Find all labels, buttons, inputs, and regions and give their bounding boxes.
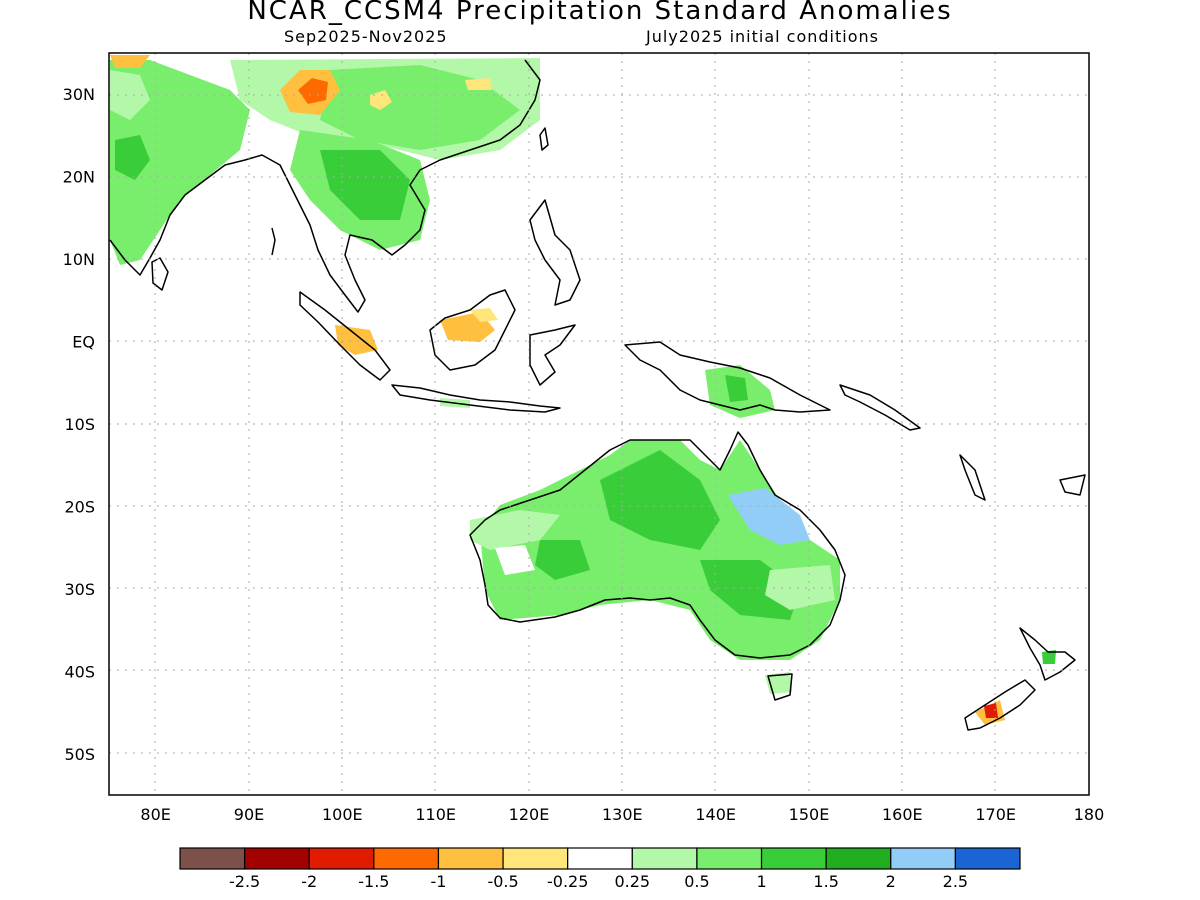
map-title: NCAR_CCSM4 Precipitation Standard Anomal…	[247, 0, 953, 26]
colorbar-swatch	[244, 847, 310, 870]
anomaly-australia-strong3	[535, 540, 590, 580]
lat-label: EQ	[72, 333, 95, 352]
coast-sulawesi	[529, 324, 576, 386]
colorbar-swatch	[179, 847, 246, 870]
lat-label: 20S	[64, 497, 95, 516]
lon-label: 100E	[322, 805, 363, 824]
coast-vanuatu-fiji	[959, 454, 1086, 501]
lat-label: 30S	[64, 580, 95, 599]
colorbar	[179, 847, 1021, 870]
lon-label: 120E	[509, 805, 550, 824]
anomaly-india-strong	[115, 135, 150, 180]
colorbar-swatch	[631, 847, 698, 870]
anomaly-tibet-dry-strong	[298, 78, 328, 104]
lat-label: 50S	[64, 745, 95, 764]
lat-label: 10N	[63, 250, 95, 269]
anomaly-spot2	[465, 78, 492, 90]
colorbar-labels: -2.5 -2 -1.5 -1 -0.5 -0.25 0.25 0.5 1 1.5 2 2.5	[229, 872, 968, 891]
anomaly-india	[110, 60, 250, 265]
anomaly-borneo-light	[470, 308, 498, 322]
lon-label: 160E	[882, 805, 923, 824]
coast-philippines	[529, 199, 581, 306]
colorbar-swatch	[308, 847, 375, 870]
gridlines	[109, 53, 1089, 795]
anomaly-australia-light	[470, 510, 560, 550]
anomaly-nz-south-red	[984, 703, 998, 718]
anomaly-australia-strong	[600, 450, 720, 550]
lat-label: 40S	[64, 662, 95, 681]
lon-label: 170E	[975, 805, 1016, 824]
coast-taiwan	[539, 127, 549, 151]
colorbar-label: 0.25	[614, 872, 650, 891]
anomaly-australia-white	[495, 545, 535, 575]
coast-sumatra	[299, 291, 391, 381]
colorbar-swatch	[825, 847, 892, 870]
anomaly-nz-north	[1042, 650, 1056, 664]
initial-conditions: July2025 initial conditions	[646, 27, 879, 46]
colorbar-label: -1.5	[358, 872, 389, 891]
lon-label: 140E	[695, 805, 736, 824]
anomaly-new-guinea-strong	[725, 375, 748, 402]
colorbar-label: 2.5	[943, 872, 968, 891]
coast-australia	[469, 431, 846, 659]
anomaly-spot1	[370, 90, 392, 110]
lat-label: 10S	[64, 415, 95, 434]
colorbar-swatch	[696, 847, 763, 870]
colorbar-label: -2	[301, 872, 317, 891]
longitude-labels: 80E 90E 100E 110E 120E 130E 140E 150E 160E 170E 18…	[140, 805, 1104, 824]
colorbar-swatch	[954, 847, 1021, 870]
colorbar-swatch	[502, 847, 569, 870]
lon-label: 130E	[602, 805, 643, 824]
coastlines	[109, 59, 1086, 731]
colorbar-swatch	[373, 847, 440, 870]
colorbar-label: -0.25	[547, 872, 588, 891]
coast-new-guinea	[624, 341, 831, 413]
shading-layer	[110, 55, 1056, 725]
colorbar-swatch	[760, 847, 827, 870]
anomaly-sumatra	[335, 325, 378, 355]
lon-label: 110E	[415, 805, 456, 824]
colorbar-label: -2.5	[229, 872, 260, 891]
coast-nz-south	[964, 679, 1036, 731]
coast-sri-lanka	[151, 257, 169, 291]
colorbar-swatch	[567, 847, 633, 870]
map-frame	[108, 52, 1090, 796]
lon-label: 80E	[140, 805, 170, 824]
lon-label: 180	[1074, 805, 1105, 824]
coast-java	[391, 384, 561, 413]
anomaly-queensland-blue	[728, 488, 810, 545]
coast-andaman	[271, 227, 276, 256]
colorbar-label: 2	[886, 872, 896, 891]
coast-nz-north	[1019, 627, 1076, 681]
anomaly-india-light	[110, 70, 150, 120]
lat-label: 30N	[63, 85, 95, 104]
colorbar-label: 0.5	[684, 872, 709, 891]
coast-solomons	[839, 384, 921, 431]
coast-borneo	[429, 289, 516, 371]
anomaly-australia-light2	[765, 565, 835, 610]
forecast-period: Sep2025-Nov2025	[284, 27, 448, 46]
coast-asia	[109, 59, 541, 313]
lon-label: 90E	[234, 805, 264, 824]
coast-tasmania	[767, 673, 793, 701]
colorbar-label: 1.5	[813, 872, 838, 891]
lon-label: 150E	[789, 805, 830, 824]
latitude-labels: 30N 20N 10N EQ 10S 20S 30S 40S 50S	[63, 85, 95, 764]
anomaly-indochina-strong	[320, 150, 410, 220]
colorbar-label: -1	[430, 872, 446, 891]
lat-label: 20N	[63, 168, 95, 187]
anomaly-nw-dry	[110, 55, 150, 68]
colorbar-label: 1	[756, 872, 766, 891]
colorbar-swatch	[890, 847, 956, 870]
colorbar-label: -0.5	[487, 872, 518, 891]
colorbar-swatch	[437, 847, 504, 870]
